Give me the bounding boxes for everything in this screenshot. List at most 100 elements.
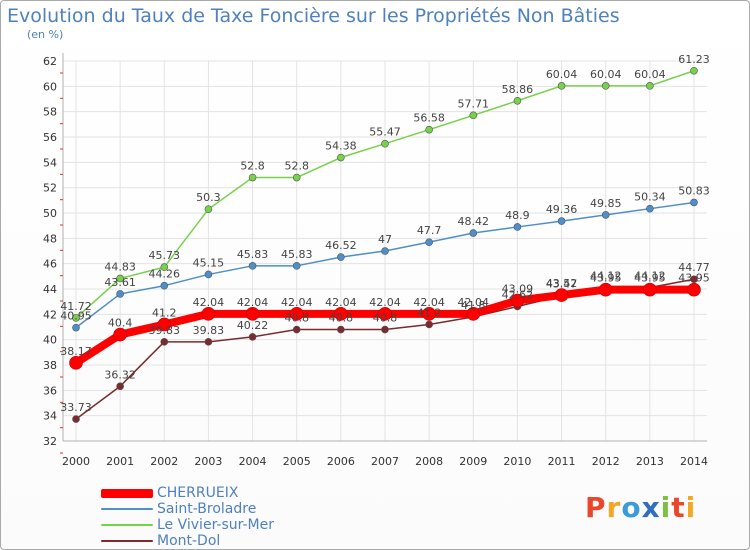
- x-tick-label: 2006: [327, 455, 355, 468]
- data-point: [204, 338, 213, 346]
- data-label: 45.73: [149, 249, 181, 262]
- data-point: [292, 173, 301, 182]
- data-point: [245, 307, 260, 321]
- data-point: [557, 82, 566, 90]
- data-point: [469, 229, 478, 237]
- legend-label: CHERRUEIX: [157, 485, 239, 501]
- y-tick-label: 44: [43, 283, 57, 296]
- data-point: [337, 325, 345, 334]
- data-point: [334, 307, 348, 321]
- data-label: 49.36: [546, 203, 578, 216]
- x-tick-label: 2000: [62, 455, 90, 468]
- data-label: 40.8: [284, 312, 309, 325]
- data-label: 41.2: [417, 306, 442, 319]
- y-tick-label: 32: [43, 435, 57, 448]
- data-label: 45.15: [193, 256, 225, 269]
- data-label: 47: [378, 233, 392, 246]
- data-label: 48.42: [458, 215, 490, 228]
- data-point: [466, 307, 481, 321]
- data-label: 40.8: [373, 312, 398, 325]
- legend-swatch: [101, 508, 153, 510]
- legend-label: Mont-Dol: [157, 533, 221, 549]
- chart-title: Evolution du Taux de Taxe Foncière sur l…: [7, 5, 620, 27]
- x-tick-label: 2014: [680, 455, 708, 468]
- logo-letter: r: [606, 491, 622, 524]
- data-point: [598, 282, 613, 297]
- data-point: [646, 204, 654, 213]
- data-label: 57.71: [458, 97, 490, 110]
- data-label: 43.95: [634, 272, 666, 285]
- data-label: 52.8: [284, 160, 309, 173]
- data-point: [116, 382, 124, 391]
- legend-swatch: [101, 524, 153, 526]
- data-label: 42.04: [413, 296, 445, 309]
- data-point: [643, 282, 657, 297]
- data-label: 38.17: [60, 345, 92, 358]
- y-tick-label: 38: [43, 359, 57, 372]
- data-label: 55.47: [369, 126, 401, 139]
- data-point: [337, 253, 345, 261]
- data-point: [201, 307, 216, 321]
- data-label: 39.83: [193, 324, 225, 337]
- data-label: 44.77: [678, 261, 710, 274]
- data-label: 41.72: [60, 300, 92, 313]
- data-label: 45.83: [281, 248, 313, 261]
- data-point: [687, 282, 701, 297]
- data-label: 60.04: [634, 68, 666, 81]
- y-tick-label: 54: [43, 156, 57, 169]
- data-label: 43.95: [678, 272, 710, 285]
- y-tick-label: 60: [43, 80, 57, 93]
- data-point: [381, 325, 389, 334]
- data-label: 41.2: [152, 306, 177, 319]
- data-label: 43.61: [104, 276, 136, 289]
- y-tick-label: 36: [43, 384, 57, 397]
- data-point: [160, 281, 169, 290]
- y-tick-label: 34: [43, 410, 57, 423]
- data-point: [554, 288, 569, 302]
- data-point: [381, 247, 389, 255]
- data-point: [510, 293, 525, 308]
- data-point: [204, 205, 213, 213]
- logo-letter: x: [641, 491, 661, 524]
- data-point: [381, 139, 389, 148]
- data-point: [601, 82, 610, 90]
- proxiti-logo: Proxiti: [585, 491, 696, 524]
- data-label: 42.04: [458, 296, 490, 309]
- series-layer: [69, 66, 701, 423]
- data-label: 47.7: [417, 224, 442, 237]
- data-point: [248, 173, 257, 182]
- data-label: 43.95: [590, 272, 622, 285]
- data-point: [248, 262, 257, 270]
- data-point: [292, 262, 301, 270]
- data-label: 40.22: [237, 319, 269, 332]
- data-point: [116, 290, 124, 298]
- data-point: [72, 415, 80, 423]
- data-point: [157, 317, 172, 332]
- data-point: [113, 327, 127, 342]
- data-label: 33.73: [60, 401, 92, 414]
- data-label: 44.83: [104, 260, 136, 273]
- y-tick-label: 42: [43, 308, 57, 321]
- data-label: 56.58: [413, 112, 445, 125]
- x-tick-label: 2008: [415, 455, 443, 468]
- data-label: 42.62: [502, 288, 534, 301]
- data-point: [646, 82, 654, 90]
- data-point: [513, 223, 522, 231]
- y-tick-label: 46: [43, 258, 57, 271]
- data-label: 45.83: [237, 248, 269, 261]
- legend-label: Le Vivier-sur-Mer: [157, 517, 275, 533]
- x-tick-label: 2004: [239, 455, 267, 468]
- data-label: 50.3: [196, 191, 221, 204]
- data-label: 43.09: [502, 283, 534, 296]
- data-label: 50.83: [678, 184, 710, 197]
- x-tick-label: 2009: [459, 455, 487, 468]
- y-tick-label: 48: [43, 232, 57, 245]
- logo-letter: i: [660, 491, 672, 524]
- data-label: 40.4: [108, 317, 133, 330]
- data-point: [337, 153, 345, 162]
- data-label: 36.32: [104, 368, 136, 381]
- data-point: [557, 217, 566, 225]
- x-tick-label: 2003: [194, 455, 222, 468]
